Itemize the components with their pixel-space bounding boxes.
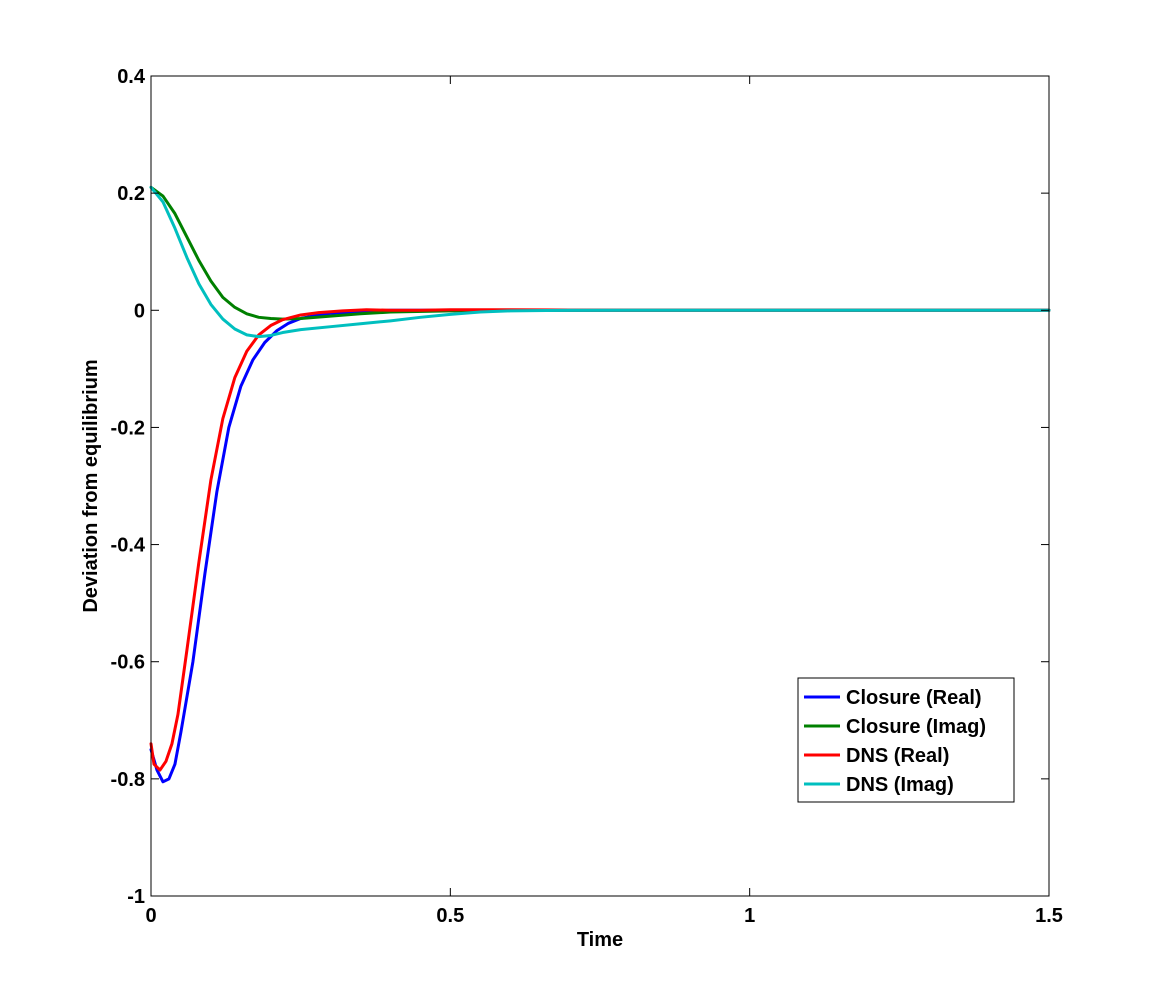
y-tick-label: -0.6 (111, 652, 145, 674)
y-tick-label: 0 (134, 300, 145, 322)
y-tick-label: 0.2 (117, 183, 145, 205)
legend-label-4: DNS (Imag) (846, 774, 954, 796)
axes-frame (150, 75, 1050, 897)
y-tick-label: -0.4 (111, 535, 146, 557)
x-tick-label: 1 (744, 905, 755, 927)
x-axis-title: Time (577, 929, 623, 951)
series-line-3 (149, 308, 1051, 772)
legend-box (797, 677, 1015, 803)
y-tick-label: -0.8 (111, 769, 145, 791)
legend: Closure (Real) Closure (Imag) DNS (Real) DN… (797, 677, 1015, 803)
legend-label-3: DNS (Real) (846, 745, 949, 767)
series-layer (149, 185, 1051, 784)
x-tick-label: 0.5 (436, 905, 464, 927)
y-tick-label: -1 (127, 886, 145, 908)
series-line-4 (149, 185, 1051, 339)
axes-layer: 0 0.5 1 1.5 -1 -0.8 -0.6 -0.4 -0.2 0 0.2 0.4 (111, 66, 1063, 927)
x-tick-label: 0 (145, 905, 156, 927)
y-tick-label: -0.2 (111, 417, 145, 439)
x-tick-label: 1.5 (1035, 905, 1063, 927)
y-tick-label: 0.4 (117, 66, 146, 88)
legend-label-2: Closure (Imag) (846, 716, 986, 738)
legend-label-1: Closure (Real) (846, 687, 982, 709)
y-axis-title: Deviation from equilibrium (80, 359, 102, 612)
